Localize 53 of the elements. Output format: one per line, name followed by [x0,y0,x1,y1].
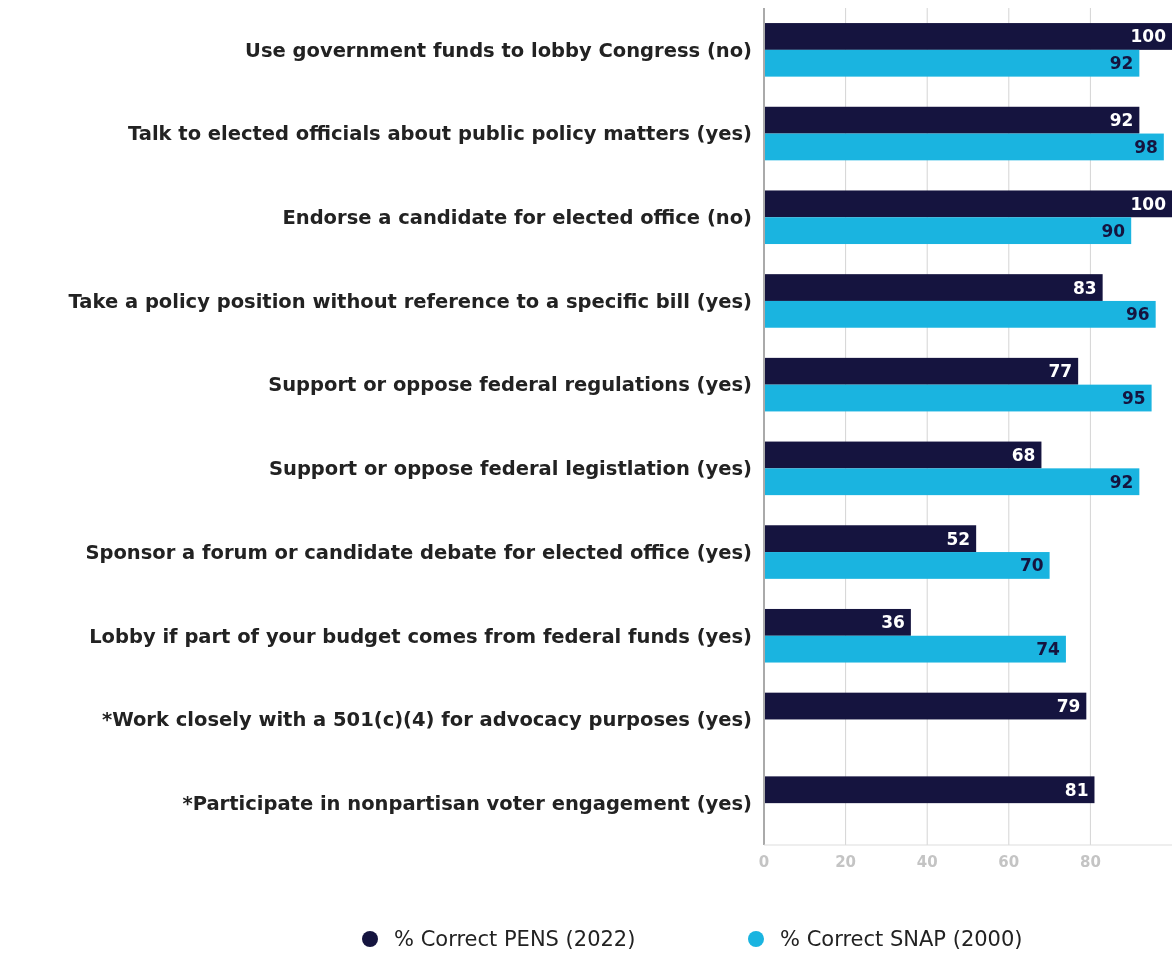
bar [764,190,1172,218]
bar [764,692,1087,720]
bar [764,300,1156,328]
data-label: 83 [1072,277,1097,298]
y-tick-label: Use government funds to lobby Congress (no) [245,38,752,62]
legend-label: % Correct PENS (2022) [394,927,636,951]
data-label: 92 [1109,110,1134,131]
data-label: 81 [1064,779,1089,800]
x-tick-label: 60 [998,853,1020,871]
x-tick-label: 40 [916,853,938,871]
y-tick-label: Endorse a candidate for elected office (no) [282,206,752,230]
data-label: 98 [1134,136,1158,157]
y-tick-label: *Participate in nonpartisan voter engagement (yes) [182,791,752,815]
bar [764,49,1140,77]
x-tick-label: 20 [835,853,857,871]
data-label: 100 [1130,193,1167,214]
data-label: 96 [1126,304,1150,325]
data-label: 90 [1101,220,1126,241]
bar [764,106,1140,134]
bar [764,217,1132,245]
x-tick-label: 80 [1079,853,1101,871]
data-label: 77 [1048,361,1073,382]
y-tick-label: *Work closely with a 501(c)(4) for advocacy purposes (yes) [101,708,752,732]
bar [764,525,977,553]
bar [764,608,911,636]
y-tick-label: Lobby if part of your budget comes from federal funds (yes) [89,624,752,648]
data-label: 70 [1019,555,1044,576]
data-label: 92 [1109,471,1134,492]
data-label: 92 [1109,53,1134,74]
data-label: 52 [946,528,971,549]
data-label: 79 [1056,696,1081,717]
bar [764,23,1172,50]
y-tick-label: Talk to elected officials about public policy matters (yes) [127,122,752,146]
y-tick-label: Sponsor a forum or candidate debate for elected office (yes) [85,540,752,564]
y-tick-label: Take a policy position without reference to a specific bill (yes) [68,289,752,313]
data-label: 74 [1036,639,1061,660]
bar [764,635,1066,663]
bar [764,552,1050,579]
bar [764,274,1103,301]
data-label: 100 [1130,26,1167,47]
bar [764,468,1140,496]
bar [764,384,1152,412]
bar [764,441,1042,469]
legend-label: % Correct SNAP (2000) [780,927,1023,951]
y-tick-label: Support or oppose federal legistlation (yes) [268,457,752,481]
data-label: 68 [1011,444,1036,465]
data-label: 95 [1121,387,1146,408]
data-label: 36 [881,612,905,633]
x-tick-label: 0 [758,853,770,871]
bar [764,776,1095,804]
y-tick-label: Support or oppose federal regulations (yes) [268,373,752,397]
bar [764,133,1164,161]
bar [764,357,1079,385]
